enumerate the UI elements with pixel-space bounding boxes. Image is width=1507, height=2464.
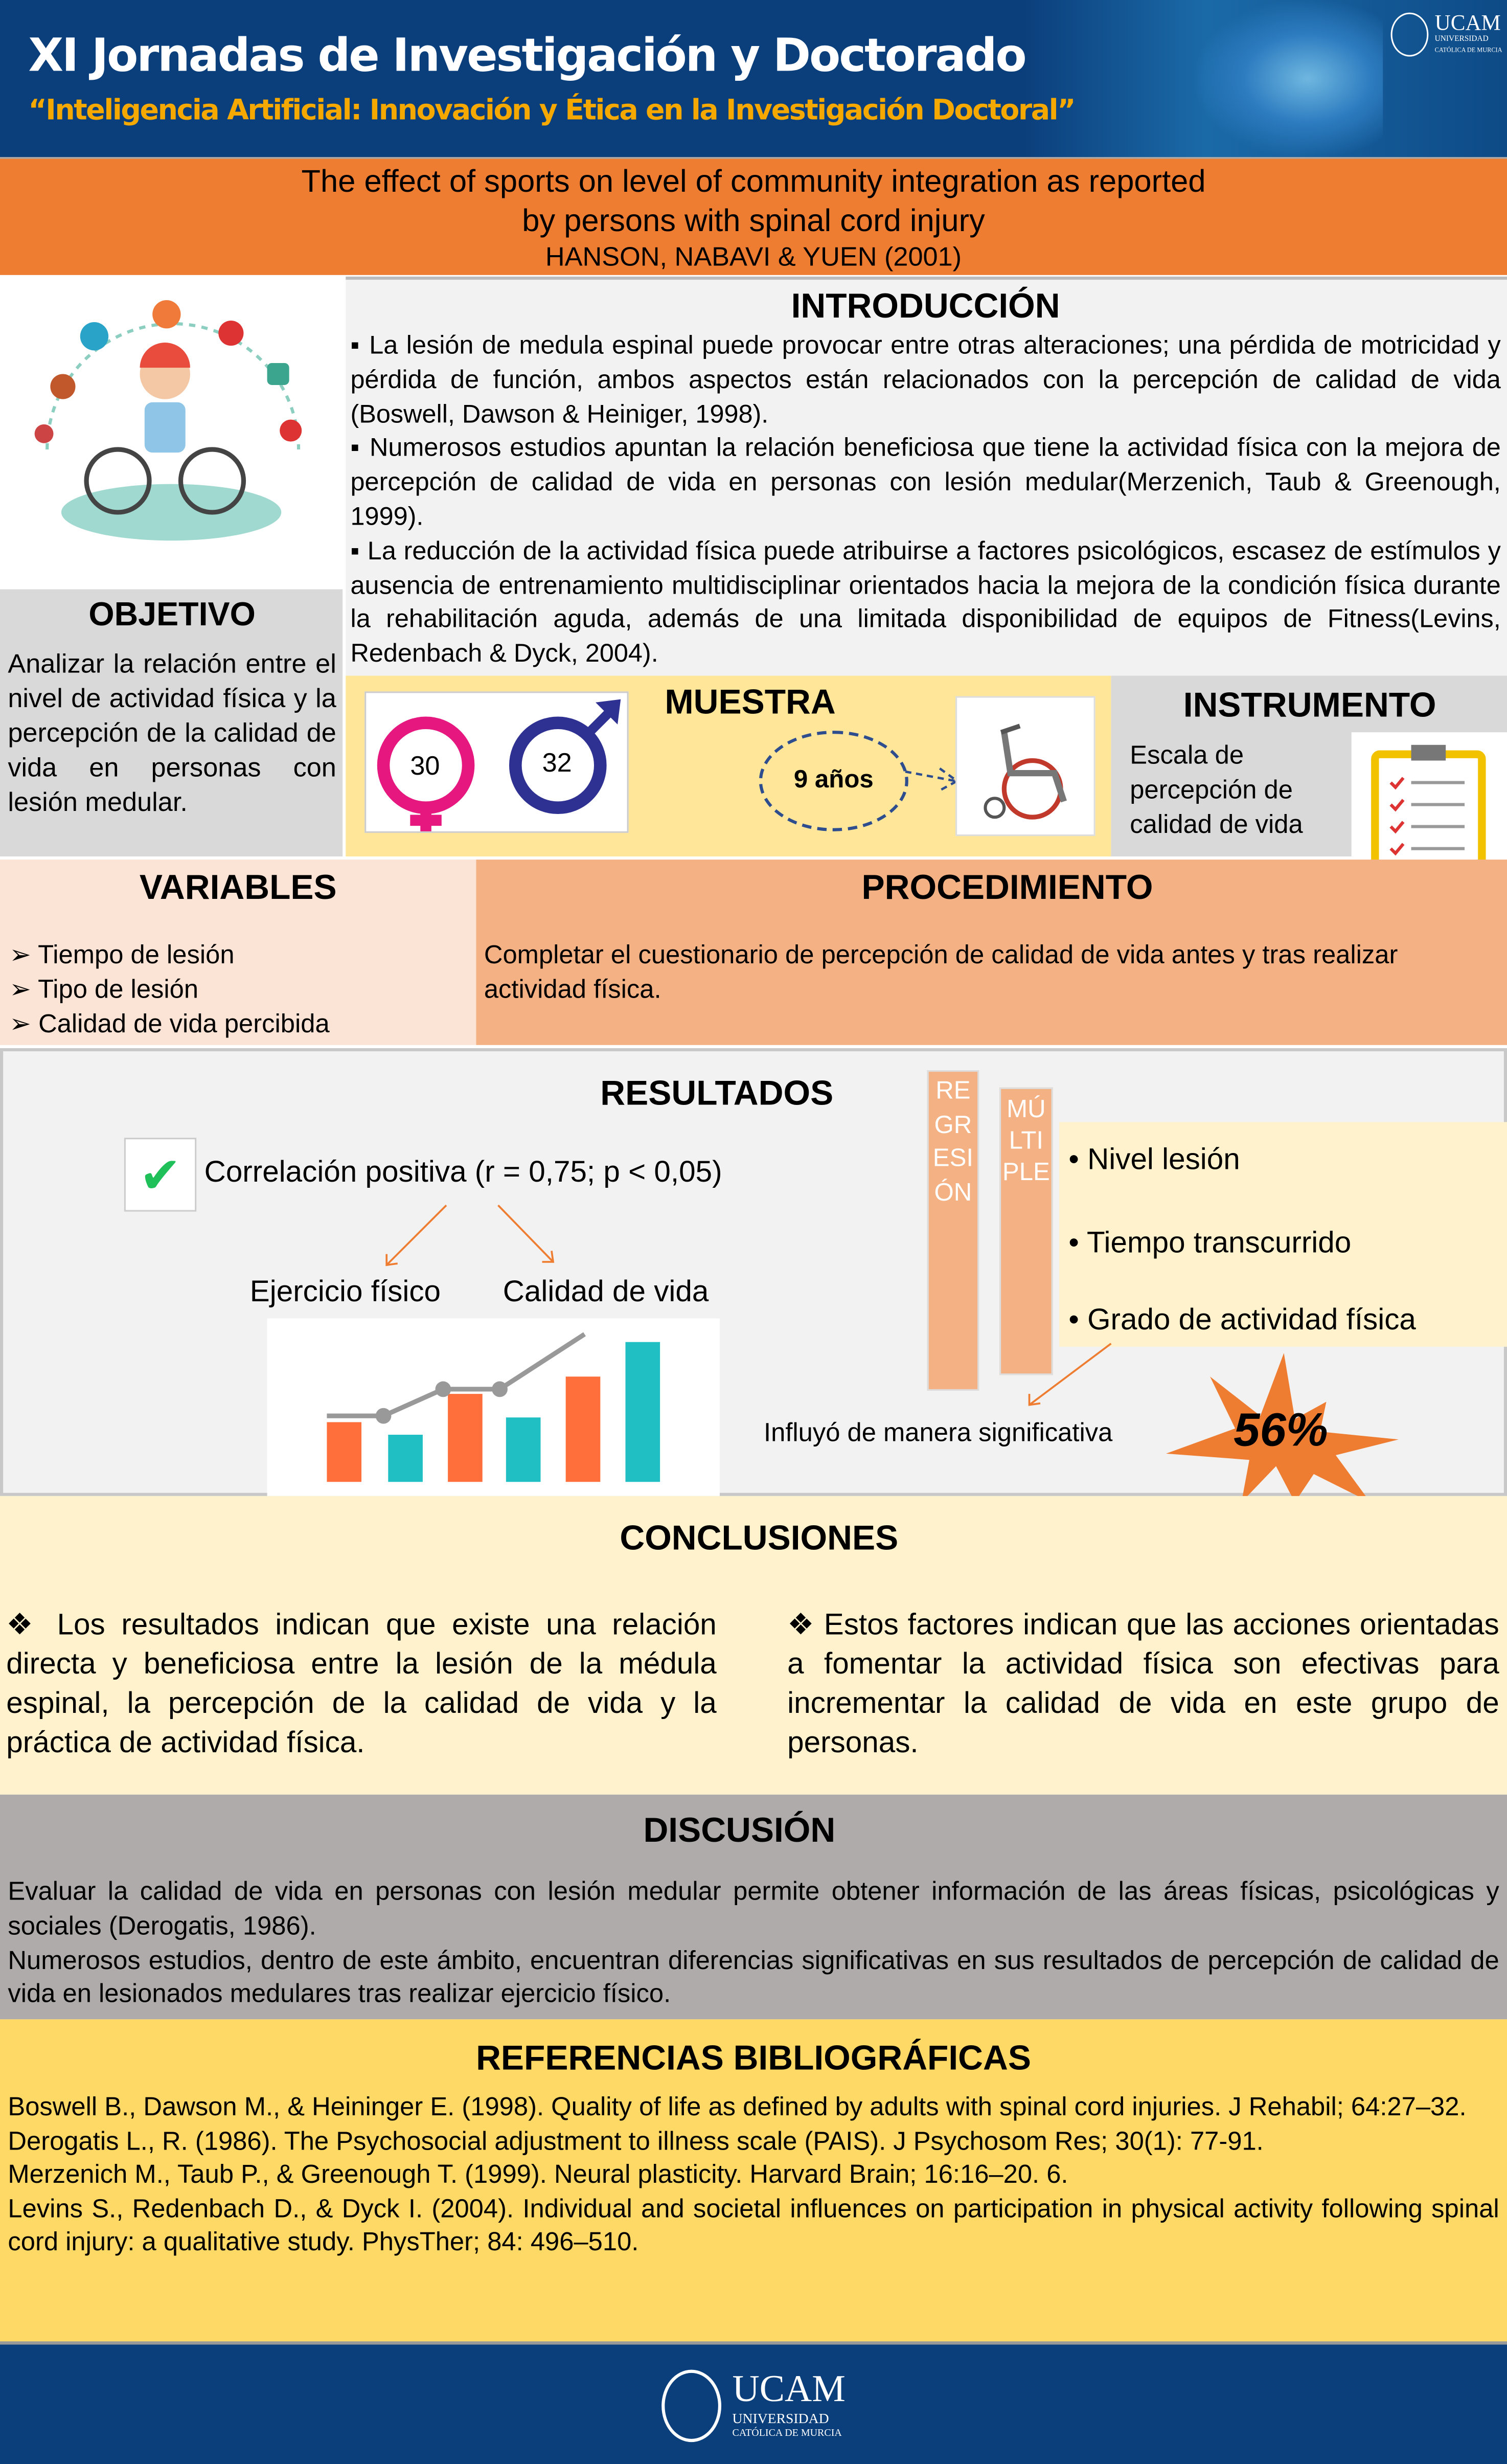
percent-value: 56% [1234,1405,1328,1457]
correlation-arrows-icon [385,1204,555,1267]
multiple-vertical-label: MÚLTIPLE [999,1087,1053,1375]
discusion-section: DISCUSIÓN Evaluar la calidad de vida en … [0,1794,1507,2020]
procedimiento-section: PROCEDIMIENTO Completar el cuestionario … [476,860,1507,1045]
logo-sub: CATÓLICA DE MURCIA [1434,46,1502,54]
instrumento-heading: INSTRUMENTO [1183,685,1436,725]
factor-item: • Grado de actividad física [1068,1304,1416,1338]
introduccion-heading: INTRODUCCIÓN [791,286,1060,326]
variables-heading: VARIABLES [139,867,337,907]
female-count: 30 [410,751,440,781]
regresion-vertical-label: REGRESIÓN [927,1070,979,1391]
intro-paragraph: ▪ La lesión de medula espinal puede prov… [350,331,1501,428]
conclusiones-section: CONCLUSIONES ❖ Los resultados indican qu… [0,1496,1507,1795]
starburst-icon [1166,1353,1399,1503]
muestra-heading: MUESTRA [665,682,836,721]
muestra-section: 30 32 MUESTRA 9 años [346,675,1111,857]
conclusion-right: ❖ Estos factores indican que las accione… [787,1609,1499,1760]
instrumento-text: Escala de percepción de calidad de vida [1130,741,1303,840]
conclusiones-heading: CONCLUSIONES [620,1518,899,1557]
conclusion-left: ❖ Los resultados indican que existe una … [6,1609,717,1760]
label-ejercicio: Ejercicio físico [249,1276,441,1309]
logo-sub: UNIVERSIDAD [732,2410,829,2427]
discusion-paragraph: Evaluar la calidad de vida en personas c… [8,1878,1499,1941]
wheelchair-sports-illustration [0,276,343,590]
study-authors: HANSON, NABAVI & YUEN (2001) [545,242,962,272]
objetivo-section: OBJETIVO Analizar la relación entre el n… [0,589,343,857]
objetivo-heading: OBJETIVO [88,597,256,634]
variables-list: ➢ Tiempo de lesión ➢ Tipo de lesión ➢ Ca… [9,938,467,1042]
age-ellipse: 9 años [759,731,908,831]
variables-section: VARIABLES ➢ Tiempo de lesión ➢ Tipo de l… [0,860,476,1045]
ucam-seal-icon [661,2369,722,2443]
discusion-heading: DISCUSIÓN [643,1810,836,1850]
factor-item: • Nivel lesión [1068,1144,1240,1177]
footer-ucam-logo: UCAM UNIVERSIDAD CATÓLICA DE MURCIA [661,2367,858,2446]
intro-paragraph: ▪ La reducción de la actividad física pu… [350,537,1501,668]
objetivo-text: Analizar la relación entre el nivel de a… [8,649,336,818]
checkmark-icon: ✔ [139,1147,181,1204]
logo-sub: CATÓLICA DE MURCIA [732,2428,842,2439]
gender-box: 30 32 [364,691,629,833]
ucam-logo: UCAM UNIVERSIDAD CATÓLICA DE MURCIA [1390,12,1507,60]
header-title: XI Jornadas de Investigación y Doctorado [28,28,1026,82]
header-subtitle: “Inteligencia Artificial: Innovación y É… [28,94,1076,127]
logo-text: UCAM [1434,12,1501,36]
dashed-arrow-icon [905,767,960,792]
intro-paragraph: ▪ Numerosos estudios apuntan la relación… [350,434,1501,531]
variable-item: ➢ Tipo de lesión [9,976,199,1004]
ucam-seal-icon [1390,12,1429,57]
logo-text: UCAM [732,2369,846,2411]
reference-item: Boswell B., Dawson M., & Heininger E. (1… [8,2093,1467,2122]
mean-age: 9 años [793,766,874,794]
influence-arrow-icon [1028,1343,1112,1406]
study-title-line2: by persons with spinal cord injury [522,204,985,239]
introduccion-section: INTRODUCCIÓN ▪ La lesión de medula espin… [346,276,1507,676]
referencias-section: REFERENCIAS BIBLIOGRÁFICAS Boswell B., D… [0,2019,1507,2342]
wheelchair-box [955,696,1095,837]
gender-symbols-icon [377,699,621,831]
wheelchair-icon [984,724,1067,820]
title-band: The effect of sports on level of communi… [0,157,1507,275]
reference-item: Levins S., Redenbach D., & Dyck I. (2004… [8,2195,1499,2257]
factors-box: • Nivel lesión • Tiempo transcurrido • G… [1059,1122,1507,1347]
discusion-paragraph: Numerosos estudios, dentro de este ámbit… [8,1946,1499,2009]
logo-sub: UNIVERSIDAD [1434,36,1489,44]
study-title-line1: The effect of sports on level of communi… [301,165,1206,200]
factor-item: • Tiempo transcurrido [1068,1227,1352,1260]
variable-item: ➢ Calidad de vida percibida [9,1010,330,1039]
resultados-section: RESULTADOS ✔ Correlación positiva (r = 0… [0,1048,1507,1503]
male-count: 32 [542,748,572,778]
referencias-heading: REFERENCIAS BIBLIOGRÁFICAS [476,2038,1031,2078]
label-calidad: Calidad de vida [503,1276,709,1309]
footer: UCAM UNIVERSIDAD CATÓLICA DE MURCIA [0,2341,1507,2464]
procedimiento-heading: PROCEDIMIENTO [861,867,1153,907]
procedimiento-text: Completar el cuestionario de percepción … [484,941,1398,1004]
ai-face-illustration [1194,0,1383,157]
check-box: ✔ [124,1138,197,1212]
variable-item: ➢ Tiempo de lesión [9,941,235,970]
reference-item: Derogatis L., R. (1986). The Psychosocia… [8,2127,1264,2156]
resultados-heading: RESULTADOS [600,1073,834,1113]
reference-item: Merzenich M., Taub P., & Greenough T. (1… [8,2160,1068,2189]
influence-text: Influyó de manera significativa [764,1419,1113,1448]
header: XI Jornadas de Investigación y Doctorado… [0,0,1507,157]
correlation-text: Correlación positiva (r = 0,75; p < 0,05… [204,1157,722,1190]
bar-chart-illustration [267,1318,720,1496]
